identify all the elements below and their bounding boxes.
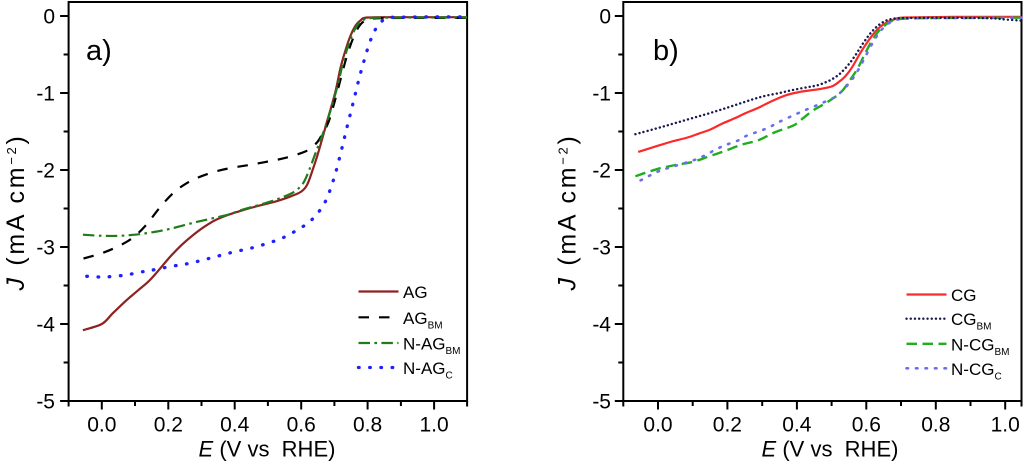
svg-text:N-CGC: N-CGC (951, 360, 1002, 383)
svg-text:0: 0 (43, 5, 55, 28)
svg-text:0.2: 0.2 (713, 414, 742, 437)
svg-text:N-AGBM: N-AGBM (403, 335, 461, 358)
svg-text:a): a) (86, 35, 112, 67)
svg-text:AG: AG (403, 283, 428, 302)
svg-text:N-AGC: N-AGC (403, 359, 453, 382)
svg-text:-1: -1 (592, 82, 611, 105)
svg-text:-3: -3 (592, 236, 611, 259)
svg-text:-2: -2 (36, 159, 55, 182)
svg-text:1.0: 1.0 (991, 414, 1020, 437)
svg-text:0.4: 0.4 (782, 414, 812, 437)
svg-text:0.6: 0.6 (852, 414, 881, 437)
svg-text:J (mA cm−2): J (mA cm−2) (2, 133, 30, 291)
svg-text:0.8: 0.8 (353, 414, 382, 437)
svg-text:-1: -1 (36, 82, 55, 105)
svg-text:AGBM: AGBM (403, 309, 443, 332)
svg-text:1.0: 1.0 (419, 414, 448, 437)
svg-text:-5: -5 (36, 390, 55, 413)
svg-text:b): b) (653, 35, 679, 67)
svg-text:CGBM: CGBM (951, 310, 992, 333)
svg-text:-4: -4 (592, 313, 611, 336)
svg-text:0.8: 0.8 (921, 414, 950, 437)
svg-text:0: 0 (599, 5, 611, 28)
svg-text:0.6: 0.6 (287, 414, 316, 437)
svg-text:N-CGBM: N-CGBM (951, 335, 1009, 358)
svg-text:0.0: 0.0 (87, 414, 116, 437)
svg-text:J (mA cm−2): J (mA cm−2) (554, 133, 582, 291)
svg-text:-4: -4 (36, 313, 55, 336)
svg-text:0.0: 0.0 (643, 414, 672, 437)
svg-text:CG: CG (951, 286, 977, 305)
svg-text:0.2: 0.2 (154, 414, 183, 437)
svg-text:-3: -3 (36, 236, 55, 259)
svg-text:0.4: 0.4 (220, 414, 250, 437)
svg-text:E (V vs RHE): E (V vs RHE) (762, 437, 899, 462)
svg-text:-2: -2 (592, 159, 611, 182)
svg-text:E (V vs RHE): E (V vs RHE) (199, 437, 336, 462)
svg-text:-5: -5 (592, 390, 611, 413)
